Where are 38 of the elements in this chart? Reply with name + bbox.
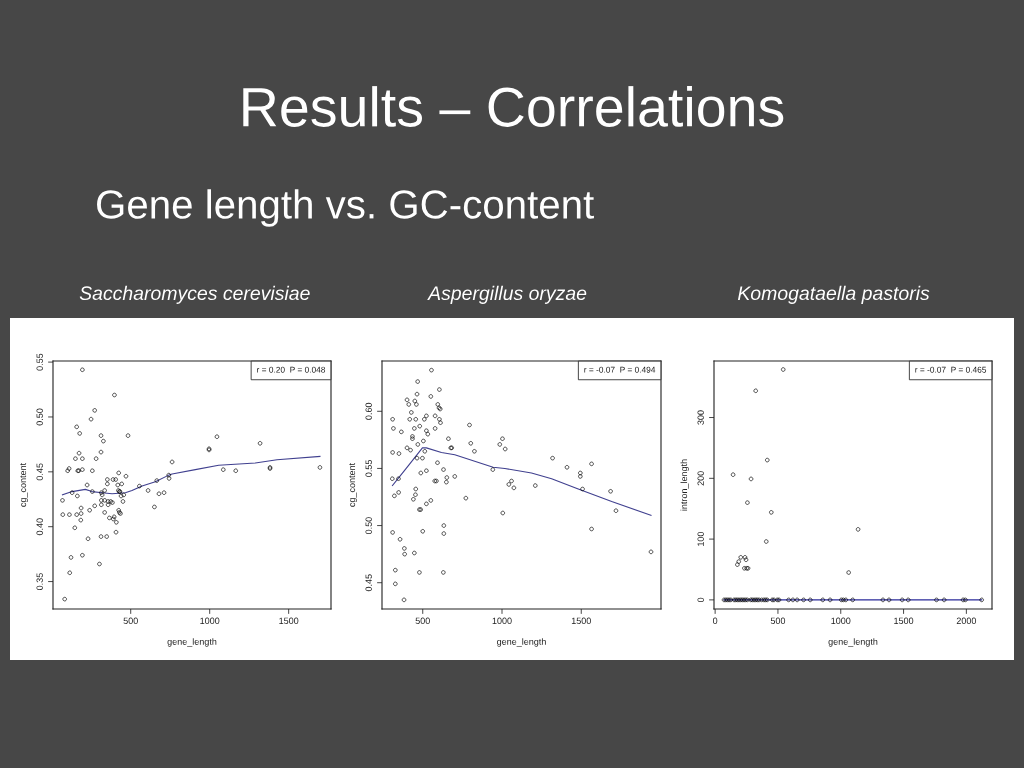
y-tick-label: 0.35: [36, 573, 43, 590]
x-tick-label: 500: [415, 617, 430, 624]
chart-title: Aspergillus oryzae: [427, 285, 587, 304]
x-tick-label: 500: [770, 617, 786, 624]
y-tick-label: 0: [697, 597, 704, 603]
y-tick-label: 100: [697, 531, 704, 546]
x-axis-title: gene_length: [497, 638, 546, 647]
y-tick-label: 200: [697, 471, 704, 486]
annotation: r = -0.07 P = 0.494: [584, 366, 656, 373]
y-tick-label: 0.55: [365, 460, 372, 477]
x-tick-label: 0: [712, 617, 718, 624]
text: Gene length vs. GC-content: [97, 189, 594, 227]
x-tick-label: 1000: [831, 617, 851, 624]
chart-title: Saccharomyces cerevisiae: [79, 285, 310, 304]
annotation: r = -0.07 P = 0.465: [915, 366, 987, 373]
y-axis-title: intron_length: [680, 459, 689, 511]
x-axis-title: gene_length: [828, 638, 878, 647]
y-tick-label: 0.45: [36, 463, 43, 481]
chart-title: Komogataella pastoris: [737, 285, 930, 304]
x-axis-title: gene_length: [167, 638, 217, 647]
y-tick-label: 0.50: [36, 408, 43, 426]
annotation: r = 0.20 P = 0.048: [257, 366, 326, 373]
y-tick-label: 300: [697, 410, 704, 425]
x-tick-label: 1500: [279, 617, 299, 624]
y-axis-title: cg_content: [349, 462, 357, 507]
x-tick-label: 1500: [571, 617, 591, 624]
y-tick-label: 0.55: [36, 353, 43, 371]
x-tick-label: 1000: [200, 617, 220, 624]
text: Results – Correlations: [243, 86, 784, 127]
x-tick-label: 2000: [956, 617, 977, 624]
y-tick-label: 0.40: [36, 518, 43, 536]
y-tick-label: 0.60: [365, 402, 372, 420]
y-tick-label: 0.50: [365, 517, 372, 534]
x-tick-label: 500: [123, 617, 138, 624]
y-axis-title: cg_content: [20, 462, 28, 507]
y-tick-label: 0.45: [365, 574, 372, 592]
x-tick-label: 1000: [492, 617, 512, 624]
x-tick-label: 1500: [894, 617, 914, 624]
